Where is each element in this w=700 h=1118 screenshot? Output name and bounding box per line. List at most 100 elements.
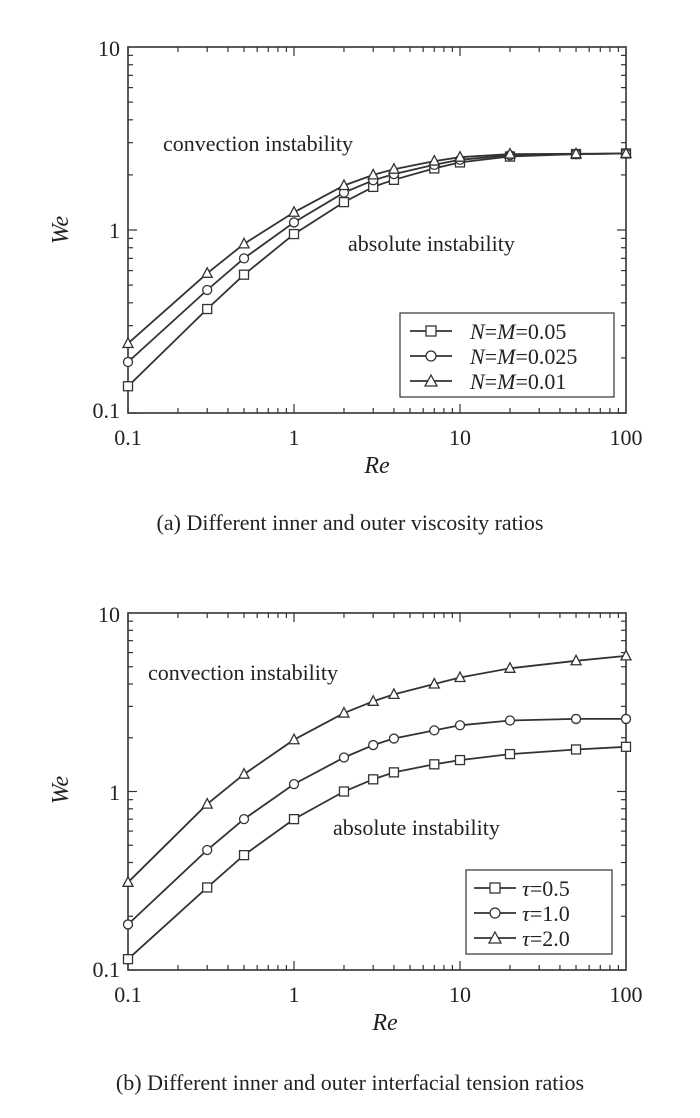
data-point-b-1-11 xyxy=(620,713,632,725)
data-point-b-0-1 xyxy=(202,882,213,893)
chart-panel-b: 10 1 0.1 0.1 1 10 100 Re We convection i… xyxy=(48,602,643,1095)
data-point-a-1-0 xyxy=(122,356,134,368)
data-point-b-2-8 xyxy=(453,670,467,683)
data-point-a-1-1 xyxy=(202,284,213,296)
series-line-a-2 xyxy=(127,152,627,345)
data-point-b-0-3 xyxy=(288,814,300,825)
x-tick-label-b-100: 100 xyxy=(610,982,643,1007)
data-point-b-0-4 xyxy=(338,786,350,797)
series-group-b xyxy=(121,649,633,965)
caption-a: (a) Different inner and outer viscosity … xyxy=(157,510,544,535)
legend-label-b-2: τ=2.0 xyxy=(522,926,570,951)
legend-label-b-0: τ=0.5 xyxy=(522,876,570,901)
data-point-a-1-3 xyxy=(288,217,300,228)
data-point-b-2-9 xyxy=(503,661,517,673)
annotation-convection-a: convection instability xyxy=(163,131,353,156)
x-tick-label-b-0.1: 0.1 xyxy=(114,982,142,1007)
data-point-b-1-4 xyxy=(338,752,350,763)
data-point-a-2-8 xyxy=(453,150,467,162)
data-point-b-0-5 xyxy=(368,774,379,785)
data-point-a-2-10 xyxy=(569,146,583,159)
y-tick-label-a-0.1: 0.1 xyxy=(93,398,121,423)
data-point-b-0-6 xyxy=(388,767,400,778)
data-point-a-0-1 xyxy=(202,303,213,315)
y-tick-label-b-0.1: 0.1 xyxy=(93,957,121,982)
series-line-b-0 xyxy=(127,745,627,960)
data-point-b-1-5 xyxy=(368,739,379,751)
data-point-b-2-4 xyxy=(337,706,351,718)
data-point-b-2-11 xyxy=(619,649,633,661)
data-point-b-1-0 xyxy=(122,919,134,930)
data-point-b-2-10 xyxy=(569,653,583,666)
y-axis-title-a: We xyxy=(48,215,74,244)
data-point-b-2-0 xyxy=(121,875,135,887)
legend-a: N=M=0.05 N=M=0.025 N=M=0.01 xyxy=(399,312,615,398)
data-point-b-2-3 xyxy=(287,732,301,745)
data-point-a-0-0 xyxy=(122,381,134,392)
data-point-b-1-2 xyxy=(238,814,250,825)
annotation-convection-b: convection instability xyxy=(148,660,338,685)
legend-label-a-2: N=M=0.01 xyxy=(469,369,566,394)
data-point-a-2-0 xyxy=(121,336,135,349)
data-point-a-0-3 xyxy=(288,228,300,240)
data-point-a-1-2 xyxy=(238,253,250,264)
data-point-b-0-10 xyxy=(570,744,582,755)
data-point-a-2-3 xyxy=(287,205,301,217)
data-point-a-2-7 xyxy=(428,154,441,166)
data-point-b-2-2 xyxy=(237,767,251,779)
series-group-a xyxy=(121,146,633,392)
caption-b: (b) Different inner and outer interfacia… xyxy=(116,1070,584,1095)
series-line-a-1 xyxy=(127,152,627,363)
x-axis-title-a: Re xyxy=(363,453,390,479)
data-point-b-1-6 xyxy=(388,733,400,744)
series-line-b-2 xyxy=(127,655,627,883)
data-point-a-0-4 xyxy=(338,196,350,208)
axis-ticks-a xyxy=(127,47,626,414)
legend-label-b-1: τ=1.0 xyxy=(522,901,570,926)
data-point-b-2-6 xyxy=(387,687,401,700)
data-point-b-2-7 xyxy=(428,677,441,689)
data-point-b-1-10 xyxy=(570,713,582,725)
y-tick-label-b-10: 10 xyxy=(98,602,120,627)
x-tick-label-a-100: 100 xyxy=(610,425,643,450)
data-point-b-0-0 xyxy=(122,954,134,965)
series-line-b-1 xyxy=(127,718,626,926)
x-tick-label-b-1: 1 xyxy=(289,982,300,1007)
annotation-absolute-b: absolute instability xyxy=(333,815,500,840)
x-tick-label-a-0.1: 0.1 xyxy=(114,425,142,450)
data-point-a-2-1 xyxy=(201,266,214,278)
y-axis-title-b: We xyxy=(48,775,74,804)
data-point-b-1-1 xyxy=(202,844,213,856)
data-point-a-2-6 xyxy=(387,162,401,174)
legend-label-a-0: N=M=0.05 xyxy=(469,319,566,344)
data-point-b-1-8 xyxy=(454,720,466,731)
x-tick-label-b-10: 10 xyxy=(449,982,471,1007)
data-point-a-2-2 xyxy=(237,236,251,249)
legend-b: τ=0.5 τ=1.0 τ=2.0 xyxy=(465,869,613,955)
data-point-b-2-1 xyxy=(201,797,214,809)
annotation-absolute-a: absolute instability xyxy=(348,231,515,256)
data-point-b-1-7 xyxy=(429,725,440,736)
x-axis-title-b: Re xyxy=(371,1010,398,1036)
x-tick-label-a-1: 1 xyxy=(289,425,300,450)
y-tick-label-a-1: 1 xyxy=(109,218,120,243)
data-point-b-1-9 xyxy=(504,715,516,726)
data-point-a-2-11 xyxy=(619,146,633,159)
data-point-a-2-9 xyxy=(503,147,517,159)
data-point-a-2-4 xyxy=(337,178,351,191)
y-tick-label-a-10: 10 xyxy=(98,36,120,61)
data-point-b-0-11 xyxy=(620,741,632,752)
series-line-a-0 xyxy=(127,152,627,387)
data-point-b-0-2 xyxy=(238,849,250,861)
x-tick-label-a-10: 10 xyxy=(449,425,471,450)
y-tick-label-b-1: 1 xyxy=(109,780,120,805)
data-point-b-0-9 xyxy=(504,748,516,760)
data-point-b-1-3 xyxy=(288,778,300,790)
data-point-a-0-2 xyxy=(238,269,250,280)
data-point-b-0-7 xyxy=(429,759,440,770)
data-point-b-2-5 xyxy=(367,694,380,706)
data-point-b-0-8 xyxy=(454,754,466,766)
chart-panel-a: 10 1 0.1 0.1 1 10 100 Re We convection i… xyxy=(48,36,643,535)
axis-ticks-b xyxy=(127,613,626,971)
